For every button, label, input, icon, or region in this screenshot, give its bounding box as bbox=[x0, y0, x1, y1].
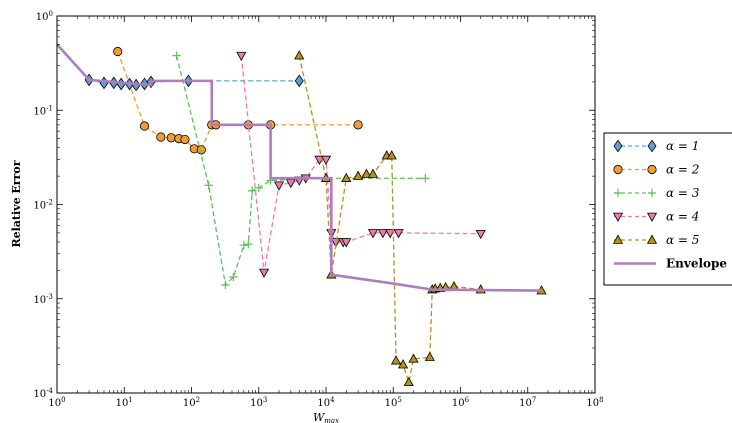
legend-marker bbox=[613, 139, 623, 153]
data-point bbox=[229, 272, 238, 282]
x-tick-label: 103 bbox=[250, 396, 267, 409]
y-tick-label: 10-1 bbox=[33, 104, 53, 117]
data-point bbox=[180, 134, 190, 145]
legend: α = 1 α = 2 α = 3 α = 4 α = 5 Envelope bbox=[603, 132, 732, 286]
data-point bbox=[352, 170, 364, 180]
y-tick-label: 10-3 bbox=[33, 293, 53, 306]
x-axis-title-main: W bbox=[313, 411, 326, 423]
legend-marker bbox=[647, 139, 657, 153]
data-point bbox=[204, 181, 213, 190]
legend-marker bbox=[613, 164, 623, 175]
data-point bbox=[408, 353, 419, 363]
legend-label: α = 3 bbox=[666, 186, 700, 200]
legend-marker bbox=[613, 188, 623, 198]
data-point bbox=[377, 229, 388, 239]
legend-marker bbox=[647, 164, 657, 175]
legend-label: Envelope bbox=[666, 257, 727, 271]
data-point bbox=[403, 376, 414, 387]
data-point bbox=[236, 51, 247, 62]
data-point bbox=[156, 132, 166, 142]
data-point bbox=[166, 133, 176, 143]
data-point bbox=[385, 229, 396, 239]
legend-marker bbox=[646, 212, 658, 222]
x-axis-title-sub: max bbox=[324, 417, 339, 423]
legend-marker bbox=[647, 188, 657, 198]
data-point bbox=[254, 183, 263, 193]
plot-area bbox=[57, 16, 595, 393]
x-tick-label: 107 bbox=[519, 396, 536, 409]
data-point bbox=[294, 74, 304, 88]
data-point bbox=[248, 186, 257, 195]
legend-marker bbox=[646, 234, 658, 244]
data-point bbox=[221, 280, 230, 290]
plot-frame bbox=[56, 15, 596, 394]
legend-label: α = 2 bbox=[666, 163, 699, 177]
data-point bbox=[139, 121, 150, 131]
legend-label: α = 4 bbox=[666, 210, 699, 224]
data-point bbox=[475, 229, 486, 240]
y-tick-label: 10-4 bbox=[33, 387, 53, 400]
data-point bbox=[361, 168, 372, 178]
data-point bbox=[367, 168, 379, 178]
series-2 bbox=[113, 46, 363, 155]
data-point bbox=[273, 181, 285, 191]
data-point bbox=[172, 51, 181, 60]
data-point bbox=[367, 229, 379, 239]
legend-label: α = 1 bbox=[666, 139, 699, 153]
data-point bbox=[397, 359, 409, 369]
data-point bbox=[258, 268, 270, 278]
data-point bbox=[353, 120, 363, 130]
series-6 bbox=[56, 43, 542, 292]
x-tick-label: 100 bbox=[48, 396, 65, 409]
data-point bbox=[341, 238, 352, 248]
legend-label: α = 5 bbox=[666, 233, 699, 247]
envelope-line bbox=[56, 43, 542, 292]
data-point bbox=[386, 150, 397, 160]
data-point bbox=[390, 355, 402, 365]
legend-frame bbox=[603, 132, 732, 286]
x-tick-label: 106 bbox=[452, 396, 470, 409]
data-point bbox=[244, 239, 253, 249]
x-tick-label: 104 bbox=[317, 396, 335, 409]
data-point bbox=[341, 172, 352, 182]
data-point bbox=[320, 155, 332, 165]
data-point bbox=[294, 50, 305, 60]
legend-marker bbox=[612, 234, 624, 244]
x-axis-title: Wmax bbox=[313, 411, 339, 423]
data-point bbox=[421, 174, 430, 183]
x-tick-label: 108 bbox=[586, 396, 603, 409]
data-point bbox=[424, 351, 435, 361]
series-layer bbox=[56, 43, 547, 387]
data-point bbox=[239, 240, 249, 250]
y-tick-label: 100 bbox=[36, 10, 53, 23]
y-axis-title: Relative Error bbox=[10, 160, 23, 247]
legend-marker bbox=[612, 212, 624, 222]
x-tick-label: 101 bbox=[116, 396, 133, 409]
data-point bbox=[113, 46, 123, 57]
x-tick-label: 102 bbox=[183, 396, 200, 409]
data-point bbox=[196, 145, 206, 155]
x-tick-label: 105 bbox=[385, 396, 402, 409]
data-point bbox=[330, 238, 341, 248]
data-point bbox=[393, 229, 404, 239]
y-tick-label: 10-2 bbox=[33, 199, 53, 212]
